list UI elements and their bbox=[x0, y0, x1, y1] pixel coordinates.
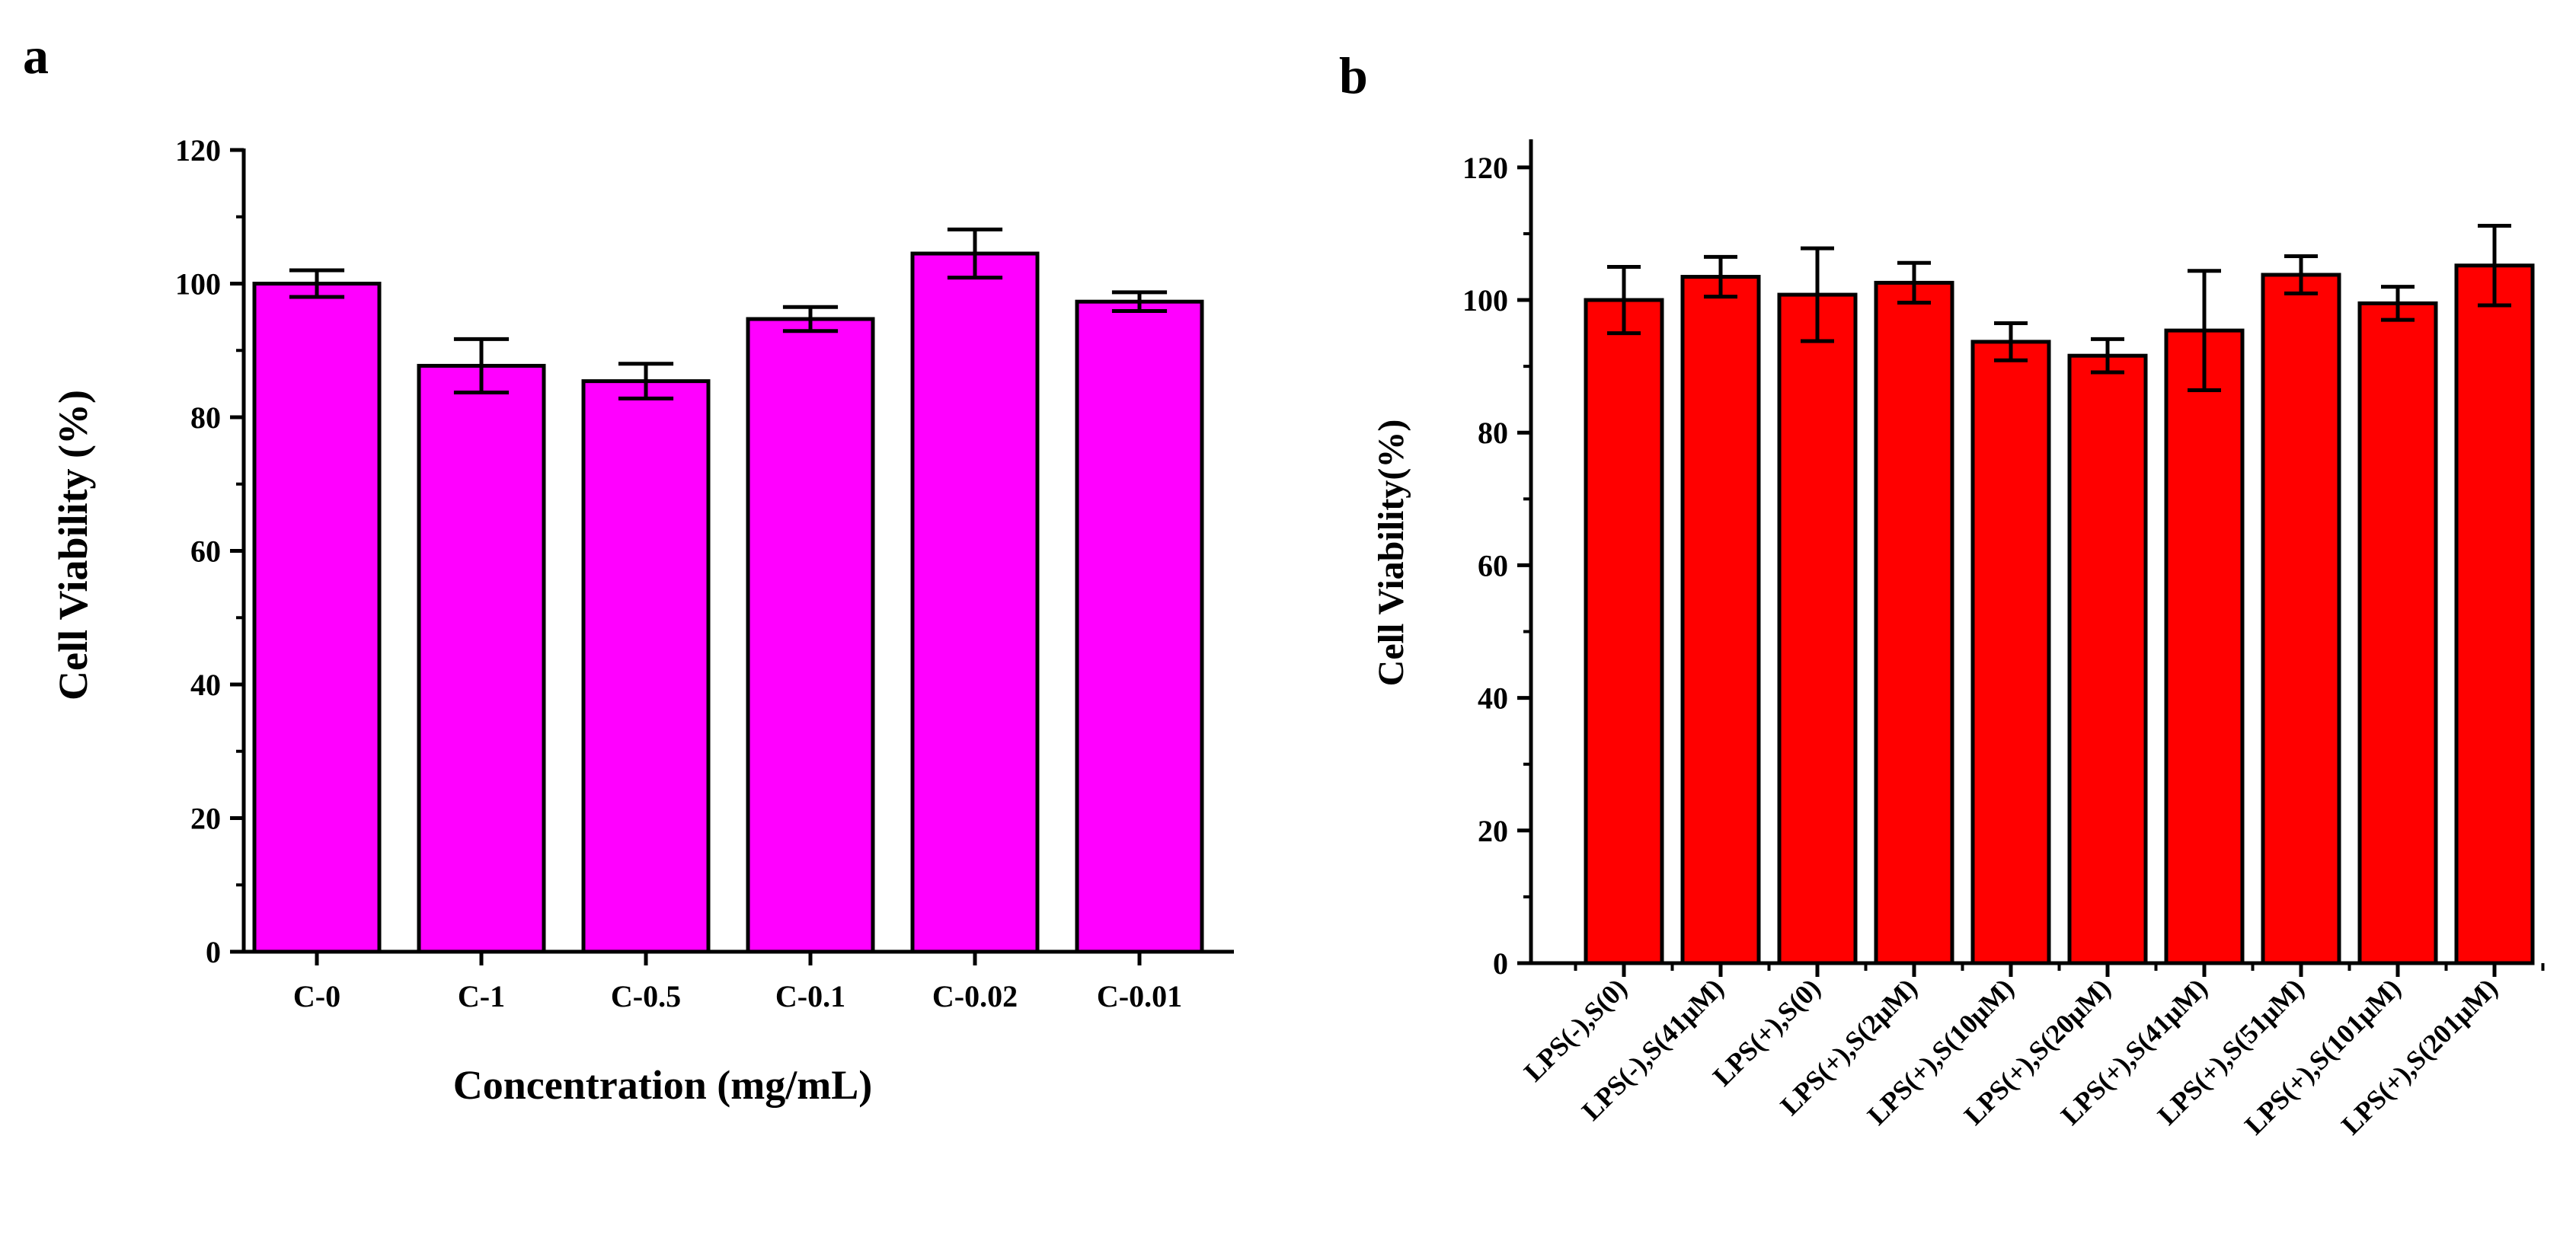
panel-a: a 0 20 40 60 80 100 120 C-0 C-1 C-0.5 C-0.1 C-0.02 C… bbox=[23, 27, 1234, 1108]
error-bar-b-9 bbox=[2381, 285, 2415, 322]
bar-b-8 bbox=[2261, 273, 2341, 965]
error-bar-b-10 bbox=[2478, 223, 2511, 308]
error-bar-a-1 bbox=[289, 268, 345, 299]
y-tick-label-a-120: 120 bbox=[175, 133, 221, 168]
y-tick-label-b-40: 40 bbox=[1478, 681, 1508, 716]
bar-b-4 bbox=[1874, 280, 1954, 965]
x-tick-label-a-1: C-0 bbox=[293, 979, 340, 1013]
error-bar-b-8 bbox=[2284, 254, 2318, 295]
panel-label-b: b bbox=[1339, 46, 1368, 104]
y-tick-label-a-60: 60 bbox=[190, 534, 221, 569]
panel-label-a: a bbox=[23, 27, 49, 85]
error-bar-b-6 bbox=[2091, 337, 2124, 375]
y-tick-label-a-20: 20 bbox=[190, 802, 221, 836]
bar-b-9 bbox=[2357, 301, 2438, 965]
error-bar-a-2 bbox=[453, 337, 510, 395]
error-bar-a-3 bbox=[618, 362, 674, 400]
bar-b-1 bbox=[1584, 298, 1664, 965]
axes-a: 0 20 40 60 80 100 120 C-0 C-1 C-0.5 C-0.1 C-0.02 C-0… bbox=[175, 133, 1234, 1013]
x-tick-label-a-6: C-0.01 bbox=[1097, 979, 1182, 1013]
y-tick-label-b-80: 80 bbox=[1478, 416, 1508, 450]
y-tick-label-b-60: 60 bbox=[1478, 548, 1508, 582]
x-tick-label-a-3: C-0.5 bbox=[611, 979, 681, 1013]
y-tick-label-b-120: 120 bbox=[1462, 151, 1508, 185]
bar-b-5 bbox=[1970, 340, 2051, 965]
y-tick-label-a-100: 100 bbox=[175, 267, 221, 302]
x-axis-title-a: Concentration (mg/mL) bbox=[453, 1062, 872, 1108]
bar-a-4 bbox=[746, 317, 875, 954]
bar-b-7 bbox=[2164, 328, 2245, 965]
y-tick-label-b-20: 20 bbox=[1478, 814, 1508, 848]
y-tick-label-a-40: 40 bbox=[190, 668, 221, 702]
x-tick-label-a-5: C-0.02 bbox=[932, 979, 1018, 1013]
error-bar-b-1 bbox=[1607, 264, 1641, 336]
error-bar-b-2 bbox=[1704, 254, 1737, 299]
y-axis-title-b: Cell Viability(%) bbox=[1371, 420, 1411, 687]
error-bar-a-5 bbox=[947, 227, 1003, 280]
error-bar-b-4 bbox=[1897, 260, 1931, 305]
error-bar-a-6 bbox=[1111, 290, 1168, 313]
y-axis-title-a: Cell Viability (%) bbox=[50, 390, 96, 700]
y-tick-label-b-0: 0 bbox=[1493, 946, 1508, 981]
bar-b-2 bbox=[1680, 275, 1761, 965]
error-bar-b-7 bbox=[2188, 269, 2221, 392]
bar-a-5 bbox=[910, 251, 1040, 954]
bar-b-6 bbox=[2067, 353, 2148, 965]
bar-a-3 bbox=[581, 379, 711, 954]
y-tick-label-a-0: 0 bbox=[206, 935, 221, 969]
bars-a bbox=[252, 227, 1204, 954]
x-tick-label-a-2: C-1 bbox=[458, 979, 505, 1013]
bar-b-3 bbox=[1777, 292, 1858, 965]
bar-b-10 bbox=[2454, 263, 2535, 965]
panel-b: b 020406080100120LPS(-),S(0)LPS(-),S(41μ… bbox=[1339, 46, 2545, 1141]
error-bar-b-3 bbox=[1801, 246, 1834, 343]
y-tick-label-a-80: 80 bbox=[190, 400, 221, 435]
bar-a-2 bbox=[417, 363, 546, 954]
y-tick-label-b-100: 100 bbox=[1462, 283, 1508, 317]
bar-a-1 bbox=[252, 282, 382, 954]
x-tick-label-a-4: C-0.1 bbox=[775, 979, 845, 1013]
error-bar-a-4 bbox=[782, 305, 839, 333]
bars-b bbox=[1584, 223, 2535, 965]
error-bar-b-5 bbox=[1994, 321, 2028, 362]
bar-a-6 bbox=[1075, 299, 1204, 954]
